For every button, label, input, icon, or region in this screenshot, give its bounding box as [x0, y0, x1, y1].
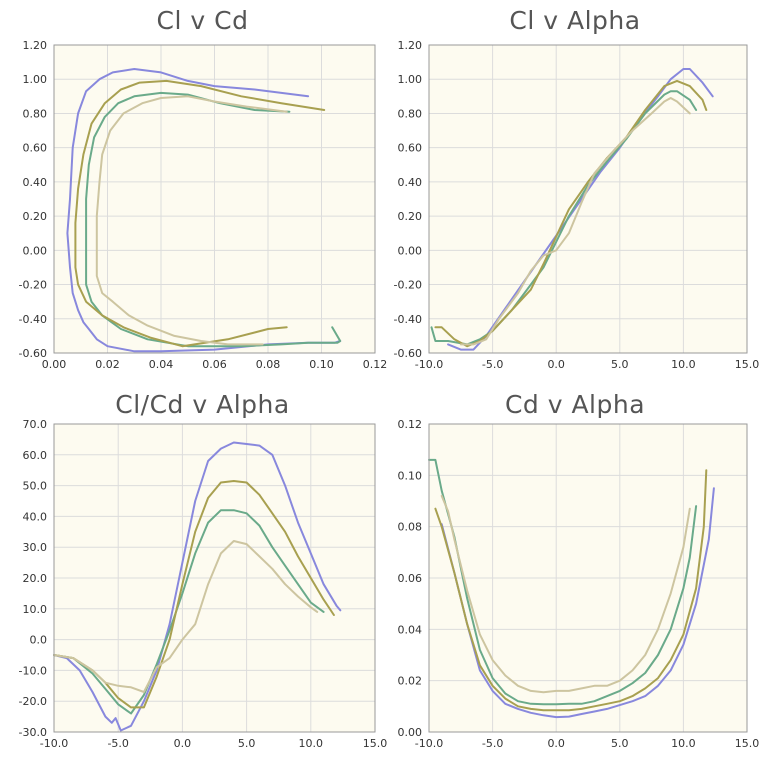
y-tick-label: 0.00	[398, 244, 423, 257]
x-tick-label: 0.10	[309, 358, 334, 371]
y-tick-label: -0.40	[394, 313, 422, 326]
chart-title: Cl v Cd	[156, 6, 249, 35]
x-tick-label: -5.0	[107, 737, 128, 750]
x-tick-label: 0.0	[547, 358, 565, 371]
y-tick-label: 70.0	[23, 418, 48, 431]
series-line-1	[53, 441, 342, 732]
y-tick-label: -0.60	[19, 347, 47, 360]
series-line-3	[434, 469, 708, 712]
cd-alpha-plot: -10.0 -5.0 0.0 5.0 10.0 15.0 0.00 0.02 0.04 0.06 0…	[398, 418, 760, 750]
y-tick-label: 0.04	[398, 623, 423, 636]
chart-title: Cd v Alpha	[504, 390, 646, 419]
y-tick-label: 1.20	[398, 39, 423, 52]
y-tick-label: 10.0	[23, 603, 48, 616]
plot-frame	[53, 423, 376, 733]
x-tick-label: -10.0	[415, 737, 443, 750]
y-tick-label: 0.60	[398, 142, 423, 155]
cl-alpha-plot: -10.0 -5.0 0.0 5.0 10.0 15.0 -0.60 -0.40 -0.20 0.…	[394, 39, 760, 371]
x-tick-label: 10.0	[671, 737, 696, 750]
x-tick-label: 0.06	[202, 358, 227, 371]
y-tick-label: 1.20	[23, 39, 48, 52]
y-tick-label: -0.60	[394, 347, 422, 360]
y-tick-label: 1.00	[398, 73, 423, 86]
y-tick-label: 0.08	[398, 521, 423, 534]
x-tick-label: -5.0	[482, 358, 503, 371]
clcd-alpha-plot: -10.0 -5.0 0.0 5.0 10.0 15.0 -30.0 -20.0 -10.0 0.…	[19, 418, 388, 750]
y-tick-label: 0.60	[23, 142, 48, 155]
y-tick-label: 0.80	[398, 107, 423, 120]
series-line-3	[53, 480, 335, 709]
x-tick-label: -10.0	[40, 737, 68, 750]
y-tick-label: 40.0	[23, 510, 48, 523]
x-tick-label: 0.0	[174, 737, 192, 750]
series-line-1	[440, 487, 715, 719]
x-tick-label: 5.0	[611, 737, 629, 750]
y-tick-label: 50.0	[23, 480, 48, 493]
y-tick-label: -0.20	[394, 279, 422, 292]
x-tick-label: 0.04	[149, 358, 174, 371]
x-tick-label: 10.0	[299, 737, 324, 750]
series-line-2	[53, 509, 325, 715]
plot-frame	[428, 423, 748, 733]
x-tick-label: 15.0	[363, 737, 388, 750]
x-tick-label: 10.0	[671, 358, 696, 371]
y-tick-label: 30.0	[23, 541, 48, 554]
y-tick-label: 0.40	[23, 176, 48, 189]
y-tick-label: 0.0	[30, 634, 48, 647]
y-tick-label: 0.00	[23, 244, 48, 257]
y-tick-label: -20.0	[19, 695, 47, 708]
x-tick-label: 0.08	[256, 358, 281, 371]
x-tick-label: 0.00	[42, 358, 67, 371]
x-tick-label: -5.0	[482, 737, 503, 750]
series-line-4	[53, 540, 319, 693]
series-line-4	[440, 494, 691, 694]
x-tick-label: 0.0	[547, 737, 565, 750]
x-tick-label: 15.0	[735, 358, 760, 371]
chart-cd-alpha: Cd v Alpha -10.0 -5.0 0.0 5.0 10.0 15.0 0.00 0.…	[385, 384, 779, 768]
chart-title: Cl/Cd v Alpha	[115, 390, 290, 419]
chart-clcd-alpha: Cl/Cd v Alpha -10.0 -5.0 0.0 5.0 10.0 15.0 -30…	[0, 384, 390, 768]
y-tick-label: 20.0	[23, 572, 48, 585]
x-tick-label: 0.12	[363, 358, 388, 371]
x-tick-label: -10.0	[415, 358, 443, 371]
y-tick-label: 0.00	[398, 726, 423, 739]
x-tick-label: 5.0	[611, 358, 629, 371]
y-tick-label: 0.12	[398, 418, 423, 431]
y-tick-label: -10.0	[19, 664, 47, 677]
series-line-1	[66, 68, 342, 353]
x-tick-label: 15.0	[735, 737, 760, 750]
y-tick-label: 0.20	[398, 210, 423, 223]
plot-frame	[53, 44, 376, 354]
chart-cl-alpha: Cl v Alpha -10.0 -5.0 0.0 5.0 10.0 15.0 -0.60-…	[385, 0, 779, 384]
y-tick-label: 0.10	[398, 469, 423, 482]
plot-frame	[428, 44, 748, 354]
y-tick-label: -30.0	[19, 726, 47, 739]
cl-cd-plot: 0.00 0.02 0.04 0.06 0.08 0.10 0.12 -0.60 -0.40 -0…	[19, 39, 388, 371]
y-tick-label: -0.40	[19, 313, 47, 326]
y-tick-label: 0.20	[23, 210, 48, 223]
x-tick-label: 0.02	[95, 358, 120, 371]
chart-cl-cd: Cl v Cd 0.00 0.02 0.04 0.06 0.08 0.10 0.12 -0.6…	[0, 0, 390, 384]
series-line-4	[459, 97, 691, 346]
y-tick-label: 60.0	[23, 449, 48, 462]
y-tick-label: 1.00	[23, 73, 48, 86]
series-line-2	[85, 91, 342, 348]
chart-title: Cl v Alpha	[509, 6, 641, 35]
plot-area	[429, 45, 747, 353]
y-tick-label: 0.40	[398, 176, 423, 189]
y-tick-label: 0.80	[23, 107, 48, 120]
series-line-2	[428, 458, 698, 706]
y-tick-label: 0.06	[398, 572, 423, 585]
y-tick-label: 0.02	[398, 675, 423, 688]
series-line-3	[74, 79, 326, 348]
y-tick-label: -0.20	[19, 279, 47, 292]
series-line-4	[95, 95, 288, 346]
x-tick-label: 5.0	[238, 737, 256, 750]
